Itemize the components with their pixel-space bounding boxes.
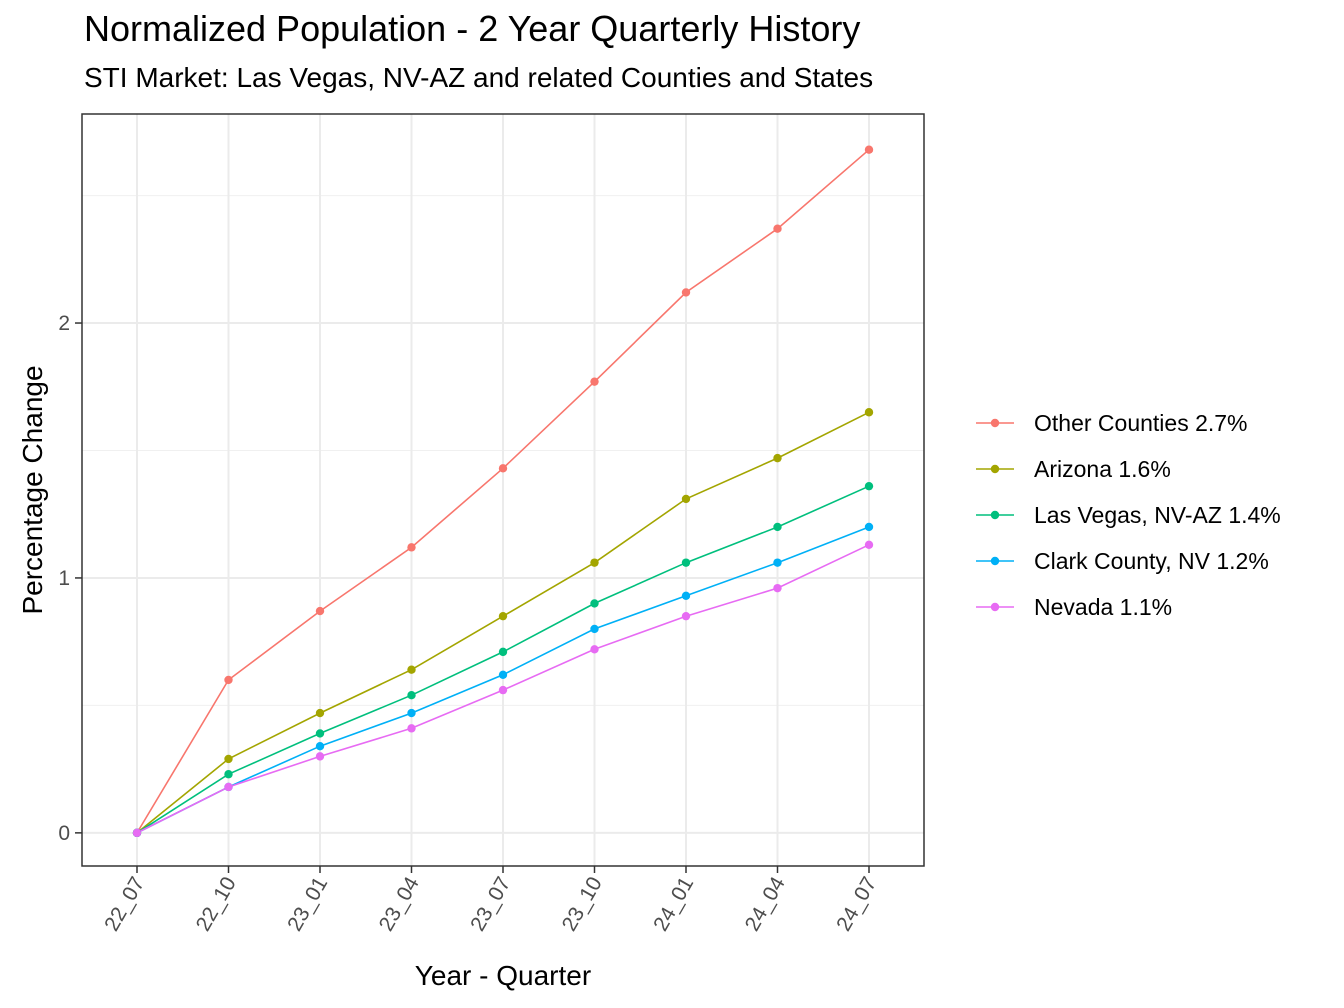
x-tick-label: 22_07 bbox=[100, 873, 149, 935]
data-point bbox=[315, 606, 325, 616]
data-point bbox=[407, 543, 416, 552]
data-point bbox=[224, 754, 233, 764]
data-point bbox=[864, 145, 874, 154]
legend-label: Las Vegas, NV-AZ 1.4% bbox=[1034, 502, 1281, 528]
legend-item: Nevada 1.1% bbox=[976, 594, 1172, 620]
data-point bbox=[681, 494, 691, 504]
data-point bbox=[773, 224, 782, 233]
series-lines bbox=[132, 145, 874, 838]
data-point bbox=[590, 599, 599, 608]
legend-key-point bbox=[990, 464, 1000, 474]
y-tick-label: 1 bbox=[58, 567, 70, 590]
data-point bbox=[407, 708, 416, 718]
x-tick-label: 24_07 bbox=[832, 873, 881, 935]
data-point bbox=[498, 685, 508, 695]
data-point bbox=[498, 611, 508, 621]
x-tick-label: 24_01 bbox=[649, 873, 698, 935]
data-point bbox=[132, 828, 142, 838]
data-point bbox=[407, 691, 416, 700]
x-tick-label: 23_04 bbox=[375, 873, 424, 935]
legend-key-point bbox=[990, 602, 1000, 612]
legend-label: Other Counties 2.7% bbox=[1034, 410, 1248, 436]
data-point bbox=[681, 591, 691, 600]
data-point bbox=[681, 558, 691, 567]
data-point bbox=[864, 540, 874, 550]
data-point bbox=[773, 583, 782, 593]
grid-lines bbox=[82, 114, 924, 866]
data-point bbox=[681, 611, 691, 621]
data-point bbox=[498, 670, 508, 680]
chart-subtitle: STI Market: Las Vegas, NV-AZ and related… bbox=[84, 62, 874, 93]
data-point bbox=[224, 675, 233, 685]
legend-label: Clark County, NV 1.2% bbox=[1034, 548, 1269, 574]
data-point bbox=[498, 647, 508, 657]
data-point bbox=[681, 288, 691, 297]
legend-label: Arizona 1.6% bbox=[1034, 456, 1171, 482]
legend-label: Nevada 1.1% bbox=[1034, 594, 1172, 620]
x-axis-title: Year - Quarter bbox=[415, 960, 591, 991]
data-point bbox=[773, 558, 782, 567]
y-axis: 0 1 2 bbox=[58, 312, 82, 845]
x-tick-label: 22_10 bbox=[192, 873, 241, 935]
legend-key-point bbox=[990, 418, 1000, 428]
y-tick-label: 2 bbox=[58, 312, 70, 335]
data-point bbox=[864, 408, 874, 417]
data-point bbox=[590, 558, 599, 567]
data-point bbox=[864, 522, 874, 532]
x-tick-label: 23_01 bbox=[283, 873, 332, 935]
data-point bbox=[315, 752, 325, 761]
legend-key-point bbox=[990, 556, 1000, 566]
legend-key-point bbox=[990, 510, 1000, 520]
legend-item: Clark County, NV 1.2% bbox=[976, 548, 1269, 574]
x-tick-label: 23_10 bbox=[558, 873, 607, 935]
data-point bbox=[590, 624, 599, 634]
data-point bbox=[773, 522, 782, 532]
data-point bbox=[864, 481, 874, 491]
legend-item: Las Vegas, NV-AZ 1.4% bbox=[976, 502, 1281, 528]
data-point bbox=[590, 645, 599, 654]
data-point bbox=[315, 741, 325, 751]
data-point bbox=[407, 665, 416, 674]
data-point bbox=[407, 724, 416, 733]
data-point bbox=[498, 464, 508, 473]
y-tick-label: 0 bbox=[58, 822, 70, 845]
y-axis-title: Percentage Change bbox=[17, 365, 48, 614]
legend-item: Arizona 1.6% bbox=[976, 456, 1171, 482]
legend: Other Counties 2.7% Arizona 1.6% Las Vegas… bbox=[976, 410, 1281, 620]
data-point bbox=[590, 377, 599, 386]
chart-title: Normalized Population - 2 Year Quarterly… bbox=[84, 8, 861, 49]
x-tick-label: 24_04 bbox=[741, 873, 790, 935]
legend-item: Other Counties 2.7% bbox=[976, 410, 1248, 436]
data-point bbox=[315, 708, 325, 718]
data-point bbox=[224, 770, 233, 779]
data-point bbox=[315, 729, 325, 738]
data-point bbox=[773, 453, 782, 463]
data-point bbox=[224, 782, 233, 792]
x-axis: 22_07 22_10 23_01 23_04 23_07 23_10 24_01 24_04… bbox=[100, 866, 881, 935]
x-tick-label: 23_07 bbox=[466, 873, 515, 935]
